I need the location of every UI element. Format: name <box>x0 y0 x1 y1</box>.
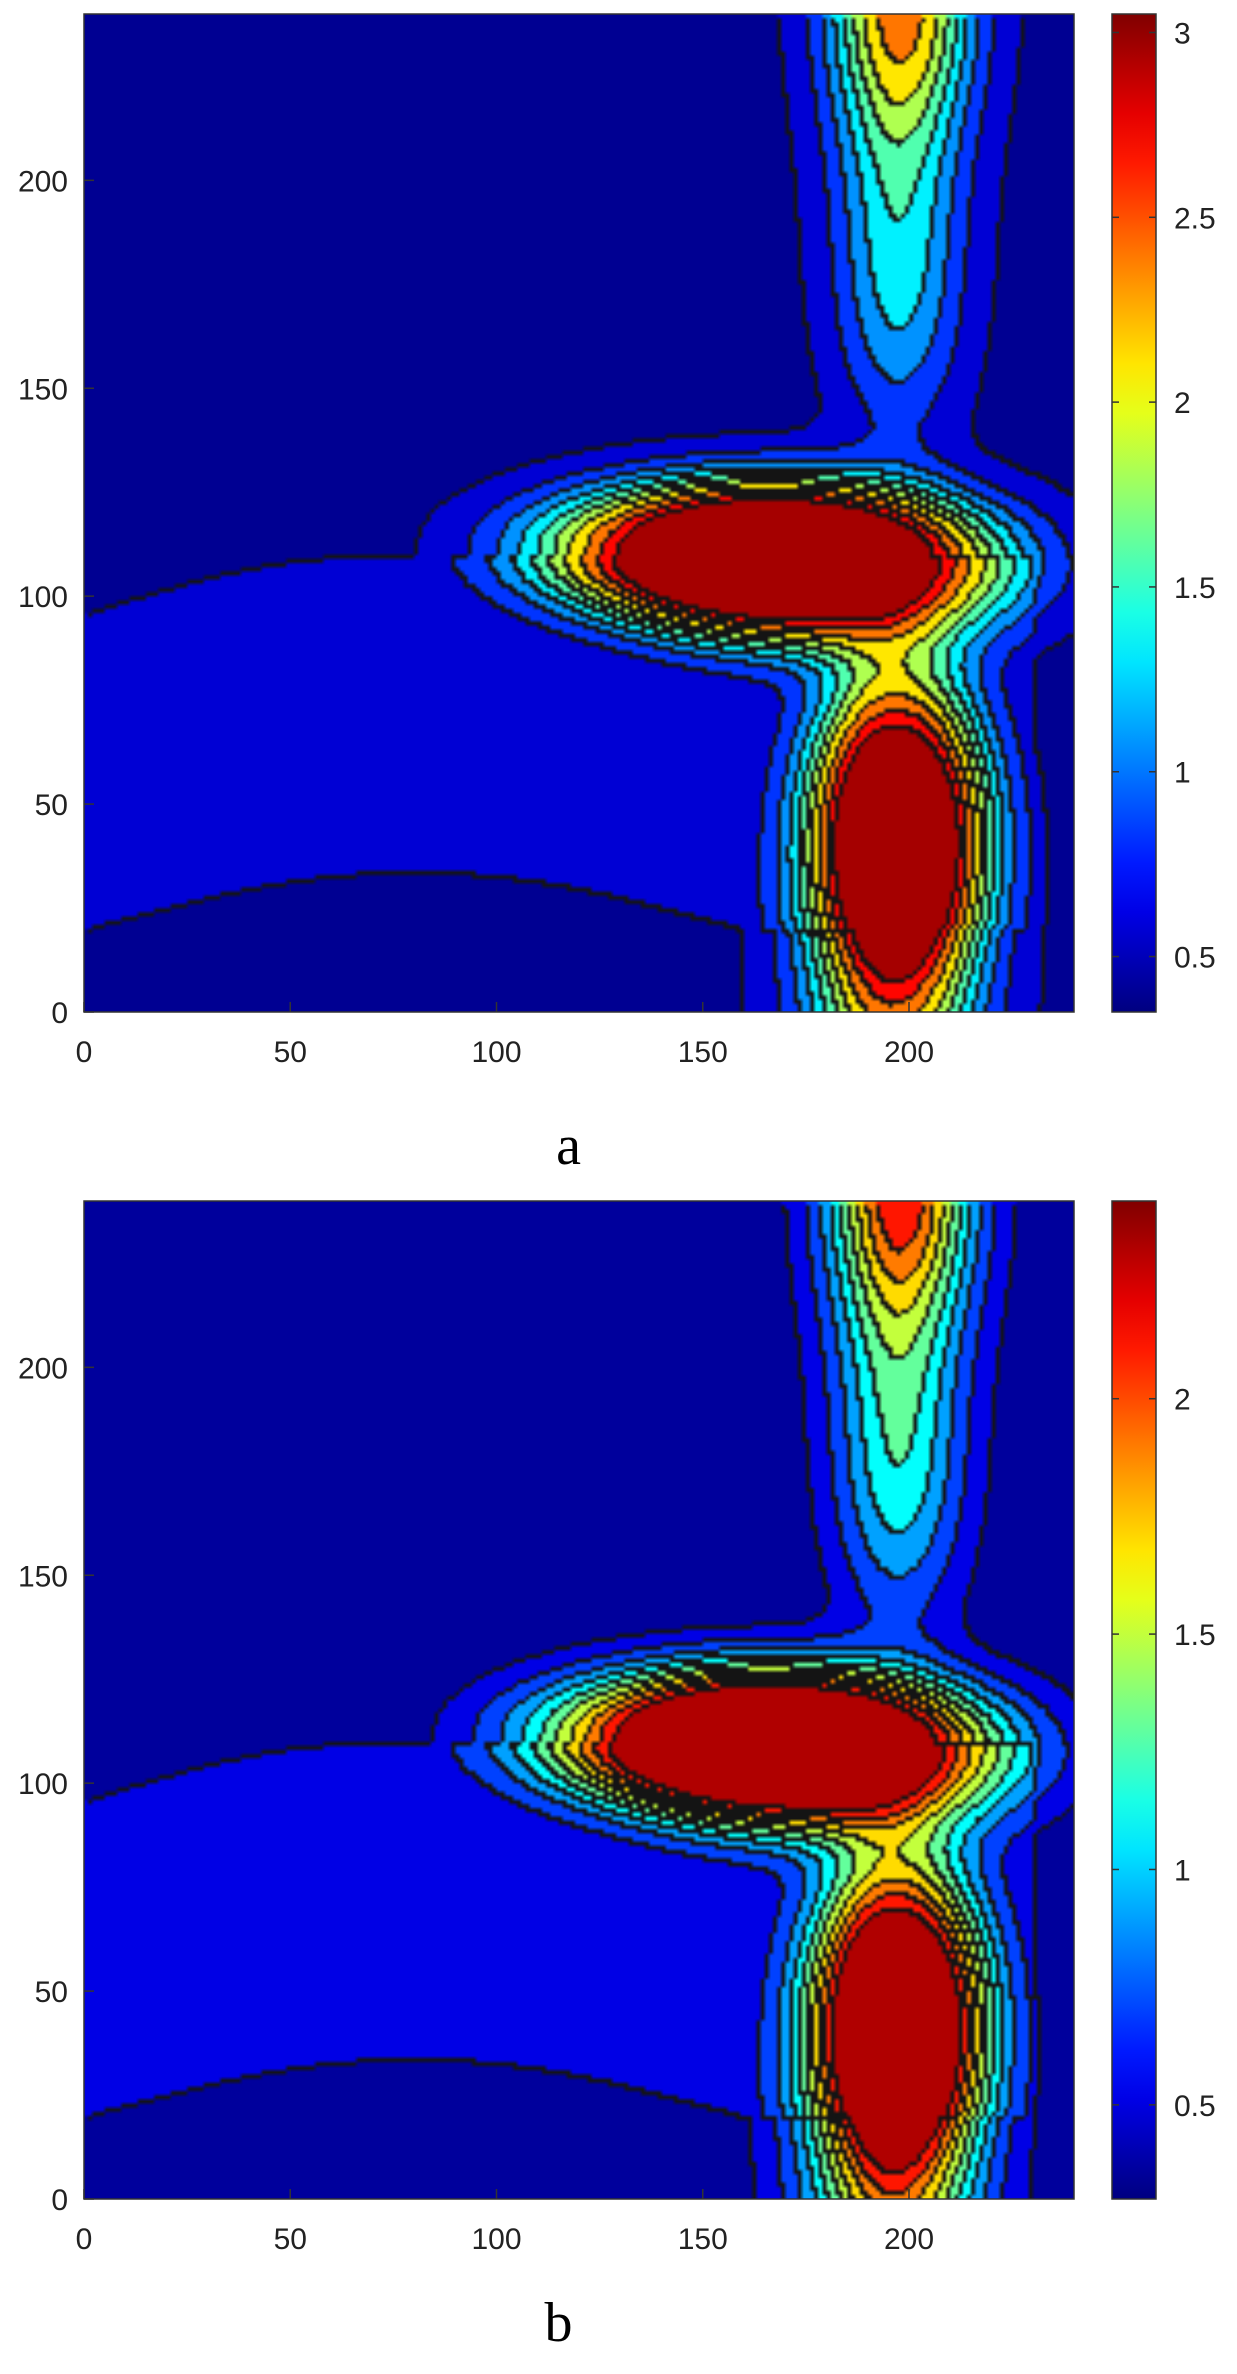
y-tick-label: 100 <box>18 1768 68 1801</box>
contour-field-a <box>84 14 1074 1012</box>
colorbar-tick-label: 0.5 <box>1174 2090 1216 2123</box>
colorbar-tick-label: 1 <box>1174 757 1191 790</box>
colorbar-tick-label: 1 <box>1174 1854 1191 1887</box>
x-tick-label: 150 <box>678 1036 728 1069</box>
y-tick-label: 50 <box>35 1976 68 2009</box>
colorbar-tick-label: 1.5 <box>1174 1619 1216 1652</box>
x-tick-label: 200 <box>884 1036 934 1069</box>
colorbar-tick-label: 2 <box>1174 387 1191 420</box>
x-tick-label: 100 <box>471 1036 521 1069</box>
y-tick-label: 50 <box>35 789 68 822</box>
panel-b: 0 50 100 150 200 0 50 100 150 200 0.5 1 1.5 2 b <box>0 1187 1237 2374</box>
y-tick-label: 200 <box>18 1352 68 1385</box>
colorbar-b <box>1111 1200 1157 2200</box>
y-tick-label: 0 <box>51 997 68 1030</box>
panel-a: 0 50 100 150 200 0 50 100 150 200 0.5 1 1.5 2 2.5 3 a <box>18 13 1216 1177</box>
x-tick-label: 0 <box>76 2223 93 2256</box>
x-tick-label: 150 <box>678 2223 728 2256</box>
contour-chart-b: 0 50 100 150 200 0 50 100 150 200 0.5 1 1.5 2 <box>18 1200 1216 2256</box>
x-tick-label: 0 <box>76 1036 93 1069</box>
y-tick-label: 150 <box>18 373 68 406</box>
colorbar-tick-label: 0.5 <box>1174 942 1216 975</box>
plot-frame-b <box>83 1200 1075 2200</box>
y-tick-label: 0 <box>51 2184 68 2217</box>
x-tick-label: 100 <box>471 2223 521 2256</box>
y-tick-label: 150 <box>18 1560 68 1593</box>
x-tick-label: 50 <box>274 1036 307 1069</box>
x-tick-label: 200 <box>884 2223 934 2256</box>
colorbar-tick-label: 3 <box>1174 17 1191 50</box>
plot-frame-a <box>83 13 1075 1013</box>
colorbar-a <box>1111 13 1157 1013</box>
contour-field-b <box>84 1201 1074 2199</box>
y-tick-label: 100 <box>18 581 68 614</box>
colorbar-tick-label: 2.5 <box>1174 202 1216 235</box>
colorbar-tick-label: 2 <box>1174 1384 1191 1417</box>
caption-b: b <box>544 2292 573 2354</box>
caption-a: a <box>556 1115 581 1177</box>
x-tick-label: 50 <box>274 2223 307 2256</box>
colorbar-tick-label: 1.5 <box>1174 572 1216 605</box>
y-tick-label: 200 <box>18 165 68 198</box>
contour-chart-a: 0 50 100 150 200 0 50 100 150 200 0.5 1 1.5 2 2.5 3 <box>18 13 1216 1069</box>
